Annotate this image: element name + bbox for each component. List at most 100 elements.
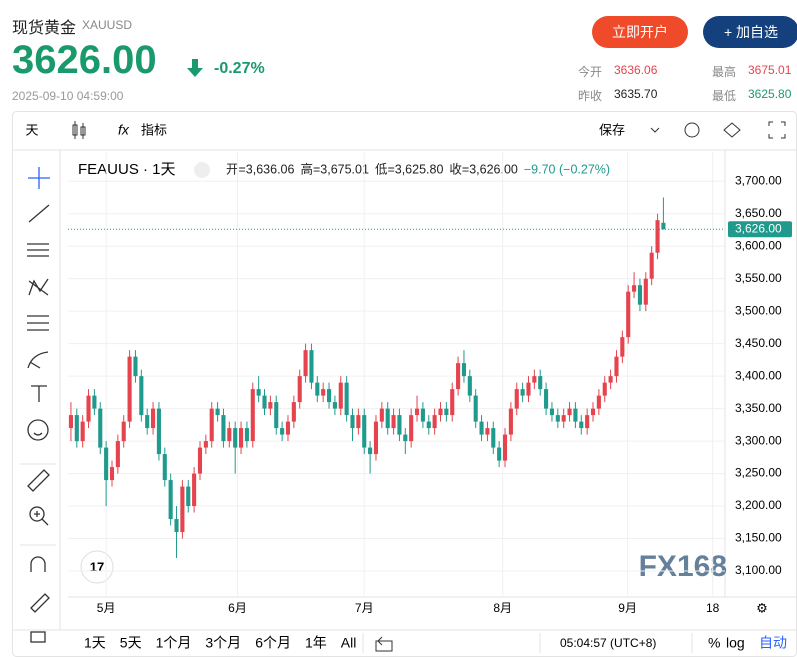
candle-body: [109, 467, 115, 481]
y-tick-label: 3,150.00: [735, 531, 782, 545]
add-watchlist[interactable]: + 加自选: [703, 16, 797, 48]
candle-body: [262, 395, 267, 409]
goto-icon[interactable]: [375, 636, 393, 652]
candle-body: [655, 220, 660, 253]
candle-body: [139, 376, 144, 416]
candle-body: [203, 441, 208, 448]
y-tick-label: 3,200.00: [735, 498, 782, 512]
candle-body: [86, 395, 91, 422]
range-button[interactable]: 1个月: [156, 635, 192, 651]
range-button[interactable]: 3个月: [205, 635, 241, 651]
last-price-label: 3,626.00: [735, 221, 782, 235]
candle-body: [186, 486, 191, 507]
candle-body: [162, 454, 167, 481]
candle-body: [326, 389, 332, 403]
candle-body: [80, 421, 85, 442]
candle-body: [620, 337, 625, 357]
y-tick-label: 3,250.00: [735, 466, 782, 480]
open-account[interactable]: 立即开户: [592, 16, 688, 48]
candle-body: [532, 376, 537, 383]
chart-symbol: FEAUUS · 1天: [78, 161, 176, 178]
candle-body: [338, 382, 343, 409]
last-price-tag: [728, 221, 792, 238]
candle-body: [127, 356, 132, 422]
range-button[interactable]: 5天: [120, 635, 142, 651]
change: -0.27%: [214, 60, 265, 77]
y-tick-label: 3,100.00: [735, 563, 782, 577]
candle-body: [420, 408, 425, 422]
candle-body: [561, 415, 566, 422]
candle-body: [315, 382, 320, 396]
auto-toggle[interactable]: 自动: [759, 635, 787, 651]
stat-label: 昨收: [578, 89, 603, 103]
candle-body: [526, 382, 531, 396]
candle-body: [209, 408, 214, 442]
indicators[interactable]: 指标: [141, 122, 167, 137]
settings-icon[interactable]: [723, 122, 741, 138]
candle-body: [115, 441, 120, 468]
candle-body: [74, 415, 79, 442]
range-button[interactable]: 6个月: [255, 635, 291, 651]
candle-body: [233, 428, 238, 448]
y-tick-label: 3,400.00: [735, 368, 782, 382]
range-button[interactable]: 1天: [84, 635, 106, 651]
candle-body: [244, 428, 249, 442]
y-tick-label: 3,600.00: [735, 238, 782, 252]
candle-body: [538, 376, 543, 390]
candle-body: [280, 428, 285, 435]
price: 3626.00: [12, 38, 157, 82]
candle-body: [104, 447, 109, 481]
candle-body: [414, 408, 420, 416]
candle-body: [291, 402, 296, 422]
ohlc-legend: 高=3,675.01: [300, 161, 369, 176]
candle-body: [285, 421, 291, 435]
fullscreen-icon[interactable]: [768, 121, 786, 139]
candle-body: [549, 408, 555, 416]
percent-toggle[interactable]: %: [708, 635, 720, 651]
x-tick-label: 5月: [97, 601, 116, 615]
log-toggle[interactable]: log: [726, 635, 745, 651]
y-tick-label: 3,350.00: [735, 401, 782, 415]
collapse-button[interactable]: [194, 162, 210, 178]
candle-body: [479, 421, 484, 435]
candle-body: [344, 382, 349, 416]
range-button[interactable]: All: [341, 635, 357, 651]
interval[interactable]: 天: [25, 122, 38, 137]
candle-icon[interactable]: [72, 121, 86, 139]
candle-body: [579, 421, 584, 429]
alert-icon[interactable]: [684, 122, 700, 138]
candle-body: [373, 421, 379, 455]
candle-body: [238, 428, 244, 448]
candle-body: [508, 408, 513, 435]
down-arrow: [187, 59, 203, 77]
candle-body: [250, 389, 255, 442]
fx-icon[interactable]: fx: [118, 122, 130, 138]
candle-body: [426, 421, 431, 429]
candle-body: [121, 421, 126, 442]
candle-body: [626, 291, 631, 338]
range-button[interactable]: 1年: [305, 635, 327, 651]
candle-body: [98, 408, 103, 448]
save[interactable]: 保存: [599, 122, 625, 137]
candle-body: [643, 278, 648, 305]
candle-body: [485, 428, 490, 435]
candle-body: [649, 252, 654, 279]
symbol: XAUUSD: [82, 18, 133, 32]
candle-body: [274, 402, 279, 429]
stat-label: 今开: [578, 65, 603, 79]
title: 现货黄金: [12, 20, 77, 37]
candle-body: [215, 408, 220, 416]
drawing-tools[interactable]: [27, 167, 50, 643]
candle-body: [450, 389, 455, 416]
candle-body: [350, 415, 355, 429]
axis-settings[interactable]: ⚙: [756, 600, 768, 615]
candle-body: [467, 376, 472, 396]
x-tick-label: 7月: [355, 601, 374, 615]
candle-body: [497, 447, 502, 461]
candle-body: [444, 408, 449, 416]
candle-body: [362, 415, 367, 448]
chevron: [650, 127, 660, 133]
candle-body: [133, 356, 138, 377]
stat-value: 3635.70: [614, 87, 658, 101]
